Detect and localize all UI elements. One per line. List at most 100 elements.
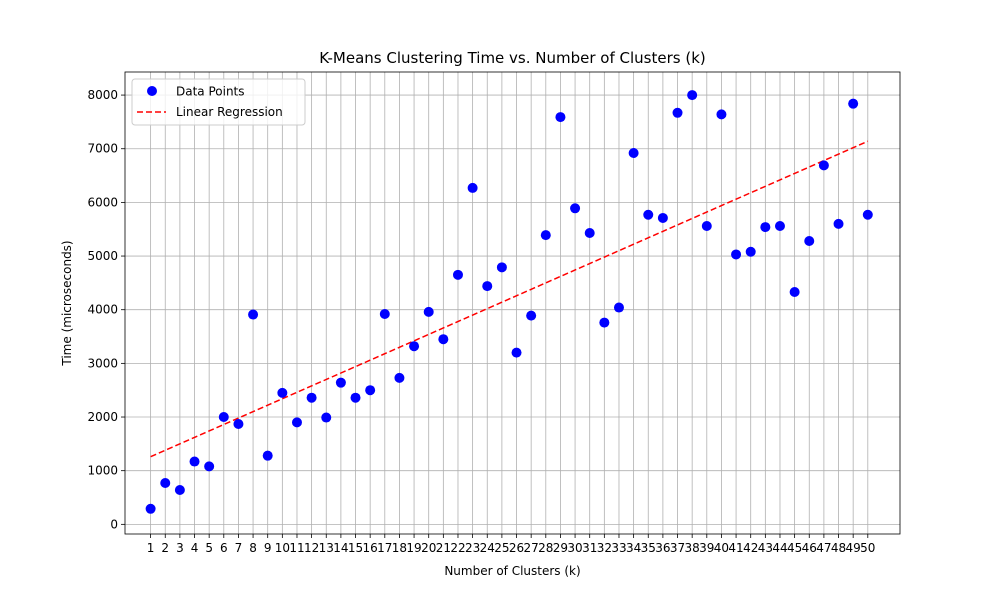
x-tick-label: 23: [465, 541, 480, 555]
x-tick-label: 10: [275, 541, 290, 555]
data-point: [789, 287, 800, 297]
data-point: [277, 387, 288, 398]
x-tick-label: 26: [509, 541, 524, 555]
data-point: [160, 478, 171, 489]
plot-area-frame: [124, 71, 901, 535]
data-point: [570, 203, 581, 214]
chart-title: K-Means Clustering Time vs. Number of Cl…: [319, 49, 706, 67]
x-tick-label: 41: [728, 541, 743, 555]
x-tick-label: 17: [377, 541, 392, 555]
x-tick-label: 21: [436, 541, 451, 555]
data-point: [716, 109, 727, 120]
data-point: [204, 461, 215, 472]
x-tick-label: 16: [363, 541, 378, 555]
data-point: [423, 306, 434, 317]
y-tick-label: 0: [110, 517, 118, 531]
data-point: [409, 341, 420, 352]
data-point: [584, 227, 595, 238]
data-point: [833, 218, 844, 229]
data-point: [438, 334, 449, 345]
data-point: [350, 392, 361, 403]
data-point: [145, 503, 156, 514]
x-tick-label: 44: [772, 541, 787, 555]
x-tick-label: 45: [787, 541, 802, 555]
legend: Data Points Linear Regression: [131, 78, 306, 126]
x-tick-label: 34: [626, 541, 641, 555]
x-tick-label: 25: [494, 541, 509, 555]
x-tick-label: 46: [802, 541, 817, 555]
data-point: [555, 112, 566, 123]
x-tick-label: 32: [597, 541, 612, 555]
y-tick-label: 8000: [87, 88, 118, 102]
x-tick-label: 40: [714, 541, 729, 555]
data-point: [496, 262, 507, 273]
data-point: [306, 392, 317, 403]
x-tick-label: 31: [582, 541, 597, 555]
data-point: [511, 347, 522, 358]
x-tick-label: 28: [538, 541, 553, 555]
x-tick-label: 20: [421, 541, 436, 555]
y-tick-label: 5000: [87, 249, 118, 263]
legend-box: [131, 78, 306, 126]
data-point: [321, 412, 332, 423]
grid: [125, 72, 900, 534]
x-tick-label: 12: [304, 541, 319, 555]
data-points-layer: [145, 90, 873, 514]
y-tick-label: 3000: [87, 356, 118, 370]
data-point: [701, 221, 712, 231]
x-tick-label: 22: [450, 541, 465, 555]
x-tick-label: 35: [641, 541, 656, 555]
legend-marker-data-points: [147, 86, 157, 96]
regression-line: [150, 140, 869, 458]
x-tick-label: 43: [758, 541, 773, 555]
x-tick-label: 2: [161, 541, 169, 555]
data-point: [862, 209, 873, 220]
y-tick-label: 7000: [87, 142, 118, 156]
x-tick-label: 3: [176, 541, 184, 555]
x-tick-label: 9: [264, 541, 272, 555]
data-point: [628, 148, 639, 159]
data-point: [467, 182, 478, 193]
x-tick-label: 13: [319, 541, 334, 555]
y-axis-ticks: 0 1000 2000 3000 4000 5000 6000 7000 8000: [87, 88, 125, 531]
x-tick-label: 18: [392, 541, 407, 555]
data-point: [540, 230, 551, 241]
x-tick-label: 1: [147, 541, 155, 555]
data-point: [599, 317, 610, 328]
data-point: [848, 98, 859, 109]
x-tick-label: 50: [860, 541, 875, 555]
x-tick-label: 15: [348, 541, 363, 555]
x-tick-label: 42: [743, 541, 758, 555]
legend-label-linear-regression: Linear Regression: [176, 105, 283, 119]
x-tick-label: 29: [553, 541, 568, 555]
data-point: [613, 302, 624, 313]
data-point: [365, 385, 376, 396]
y-tick-label: 1000: [87, 464, 118, 478]
data-point: [174, 485, 185, 495]
data-point: [731, 249, 742, 260]
x-tick-label: 47: [816, 541, 831, 555]
x-tick-label: 39: [699, 541, 714, 555]
legend-label-data-points: Data Points: [176, 85, 245, 99]
x-axis-label: Number of Clusters (k): [444, 564, 580, 578]
x-tick-label: 7: [235, 541, 243, 555]
data-point: [745, 246, 756, 257]
x-tick-label: 37: [670, 541, 685, 555]
x-tick-label: 19: [406, 541, 421, 555]
data-point: [672, 107, 683, 118]
x-tick-label: 8: [249, 541, 257, 555]
data-point: [262, 450, 273, 461]
x-tick-label: 27: [524, 541, 539, 555]
x-tick-label: 49: [846, 541, 861, 555]
x-axis-ticks: 1 2 3 4 5 6 7 8 9 10 11 12 13 14 15 16 17 18 19 20 21 22 23 24 2…: [147, 534, 875, 555]
y-tick-label: 4000: [87, 303, 118, 317]
data-point: [482, 281, 493, 292]
data-point: [394, 372, 405, 383]
x-tick-label: 30: [567, 541, 582, 555]
x-tick-label: 6: [220, 541, 228, 555]
y-tick-label: 2000: [87, 410, 118, 424]
x-tick-label: 33: [611, 541, 626, 555]
x-tick-label: 5: [205, 541, 213, 555]
data-point: [818, 160, 829, 171]
